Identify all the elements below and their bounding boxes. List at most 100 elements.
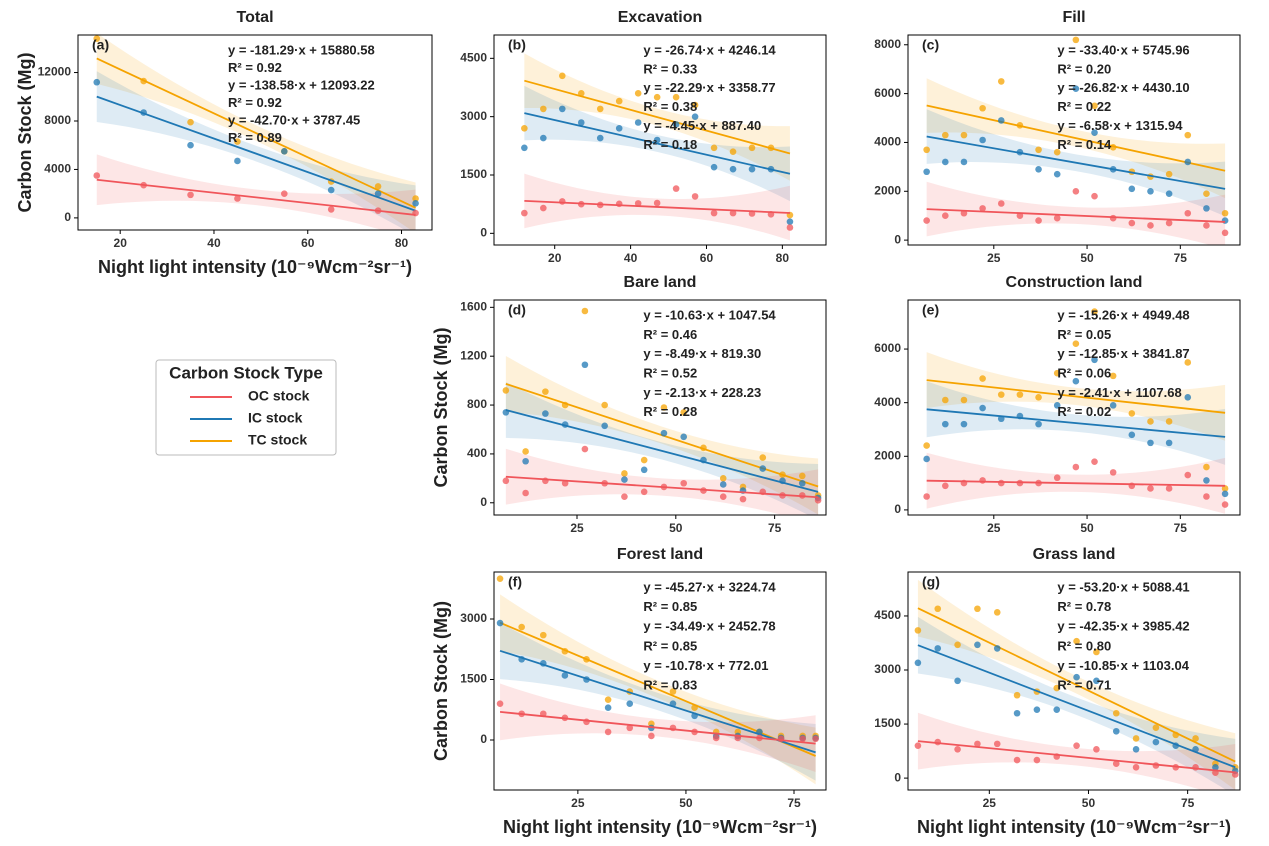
y-tick-label: 6000	[874, 86, 901, 100]
fit-line	[926, 104, 1226, 172]
fit-equation: y = -42.70·x + 3787.45	[228, 113, 360, 128]
y-tick-label: 0	[480, 732, 487, 746]
y-tick-label: 12000	[38, 65, 72, 79]
data-point	[669, 724, 677, 732]
data-point	[942, 396, 949, 404]
y-tick-label: 0	[894, 502, 901, 516]
fit-line	[524, 112, 791, 175]
data-point	[521, 125, 528, 132]
data-point	[596, 134, 604, 142]
data-point	[621, 476, 628, 483]
data-point	[1203, 190, 1210, 198]
panel-title: Construction land	[1006, 274, 1143, 291]
data-point	[997, 117, 1005, 124]
data-point	[1184, 394, 1192, 401]
panel-label: (g)	[922, 574, 940, 590]
data-point	[583, 656, 590, 663]
data-point	[734, 734, 742, 742]
data-point	[997, 78, 1005, 85]
data-point	[374, 207, 382, 214]
data-point	[1072, 187, 1080, 195]
data-point	[1091, 129, 1098, 136]
data-point	[923, 442, 930, 449]
data-point	[1147, 418, 1154, 425]
data-point	[914, 627, 922, 634]
data-point	[1203, 222, 1210, 229]
data-point	[680, 409, 688, 416]
data-point	[412, 195, 419, 202]
panel-label: (f)	[508, 574, 522, 590]
data-point	[739, 495, 747, 503]
data-point	[1016, 391, 1024, 398]
data-point	[777, 735, 785, 743]
data-point	[954, 745, 961, 753]
fit-line	[505, 409, 819, 493]
data-point	[960, 479, 968, 487]
data-point	[634, 119, 642, 126]
data-point	[729, 165, 737, 173]
data-point	[1053, 170, 1061, 178]
y-tick-label: 1500	[460, 672, 487, 686]
data-point	[1165, 485, 1173, 492]
fit-equation: y = -42.35·x + 3985.42	[1057, 619, 1189, 634]
fit-line	[926, 135, 1226, 190]
data-point	[993, 609, 1001, 616]
data-point	[1072, 340, 1080, 347]
data-point	[615, 200, 623, 208]
y-tick-label: 400	[467, 446, 487, 460]
data-point	[1165, 219, 1173, 227]
data-point	[710, 163, 718, 171]
fit-r2: R² = 0.28	[643, 404, 697, 419]
data-point	[660, 429, 668, 437]
data-point	[561, 421, 569, 428]
data-point	[729, 148, 737, 155]
y-tick-label: 8000	[44, 113, 71, 127]
axes-frame	[907, 571, 1241, 791]
data-point	[923, 455, 930, 463]
data-point	[934, 738, 942, 746]
data-point	[979, 205, 986, 212]
y-tick-label: 0	[480, 226, 487, 240]
data-point	[1072, 463, 1080, 471]
data-point	[1016, 412, 1024, 420]
data-point	[1016, 479, 1024, 487]
data-point	[1203, 477, 1210, 484]
data-point	[604, 704, 612, 712]
data-point	[1112, 727, 1120, 735]
data-point	[1221, 501, 1229, 508]
data-point	[1072, 36, 1080, 44]
data-point	[1132, 745, 1140, 753]
data-point	[1152, 738, 1160, 746]
data-point	[779, 477, 786, 485]
data-point	[518, 656, 525, 663]
data-point	[759, 465, 767, 472]
data-point	[596, 105, 604, 113]
fit-r2: R² = 0.85	[643, 599, 697, 614]
data-point	[502, 387, 510, 394]
x-tick-label: 20	[548, 251, 562, 265]
data-point	[1152, 762, 1160, 769]
fit-r2: R² = 0.14	[1057, 137, 1112, 152]
data-point	[798, 479, 806, 487]
data-point	[979, 136, 986, 144]
fit-equation: y = -181.29·x + 15880.58	[228, 42, 375, 57]
data-point	[1192, 763, 1199, 771]
data-point	[542, 388, 549, 395]
fit-line	[926, 479, 1226, 487]
data-point	[1109, 402, 1117, 409]
data-point	[691, 113, 699, 120]
x-tick-label: 75	[787, 796, 801, 810]
data-point	[729, 209, 737, 217]
data-point	[1132, 735, 1140, 742]
fit-r2: R² = 0.22	[1057, 99, 1111, 114]
data-point	[942, 131, 949, 139]
data-point	[759, 454, 767, 461]
data-point	[979, 477, 986, 484]
data-point	[974, 605, 981, 613]
data-point	[558, 105, 566, 113]
data-point	[700, 487, 707, 494]
x-tick-label: 50	[669, 521, 683, 535]
data-point	[700, 444, 707, 452]
data-point	[601, 401, 608, 409]
x-tick-label: 25	[570, 521, 584, 535]
